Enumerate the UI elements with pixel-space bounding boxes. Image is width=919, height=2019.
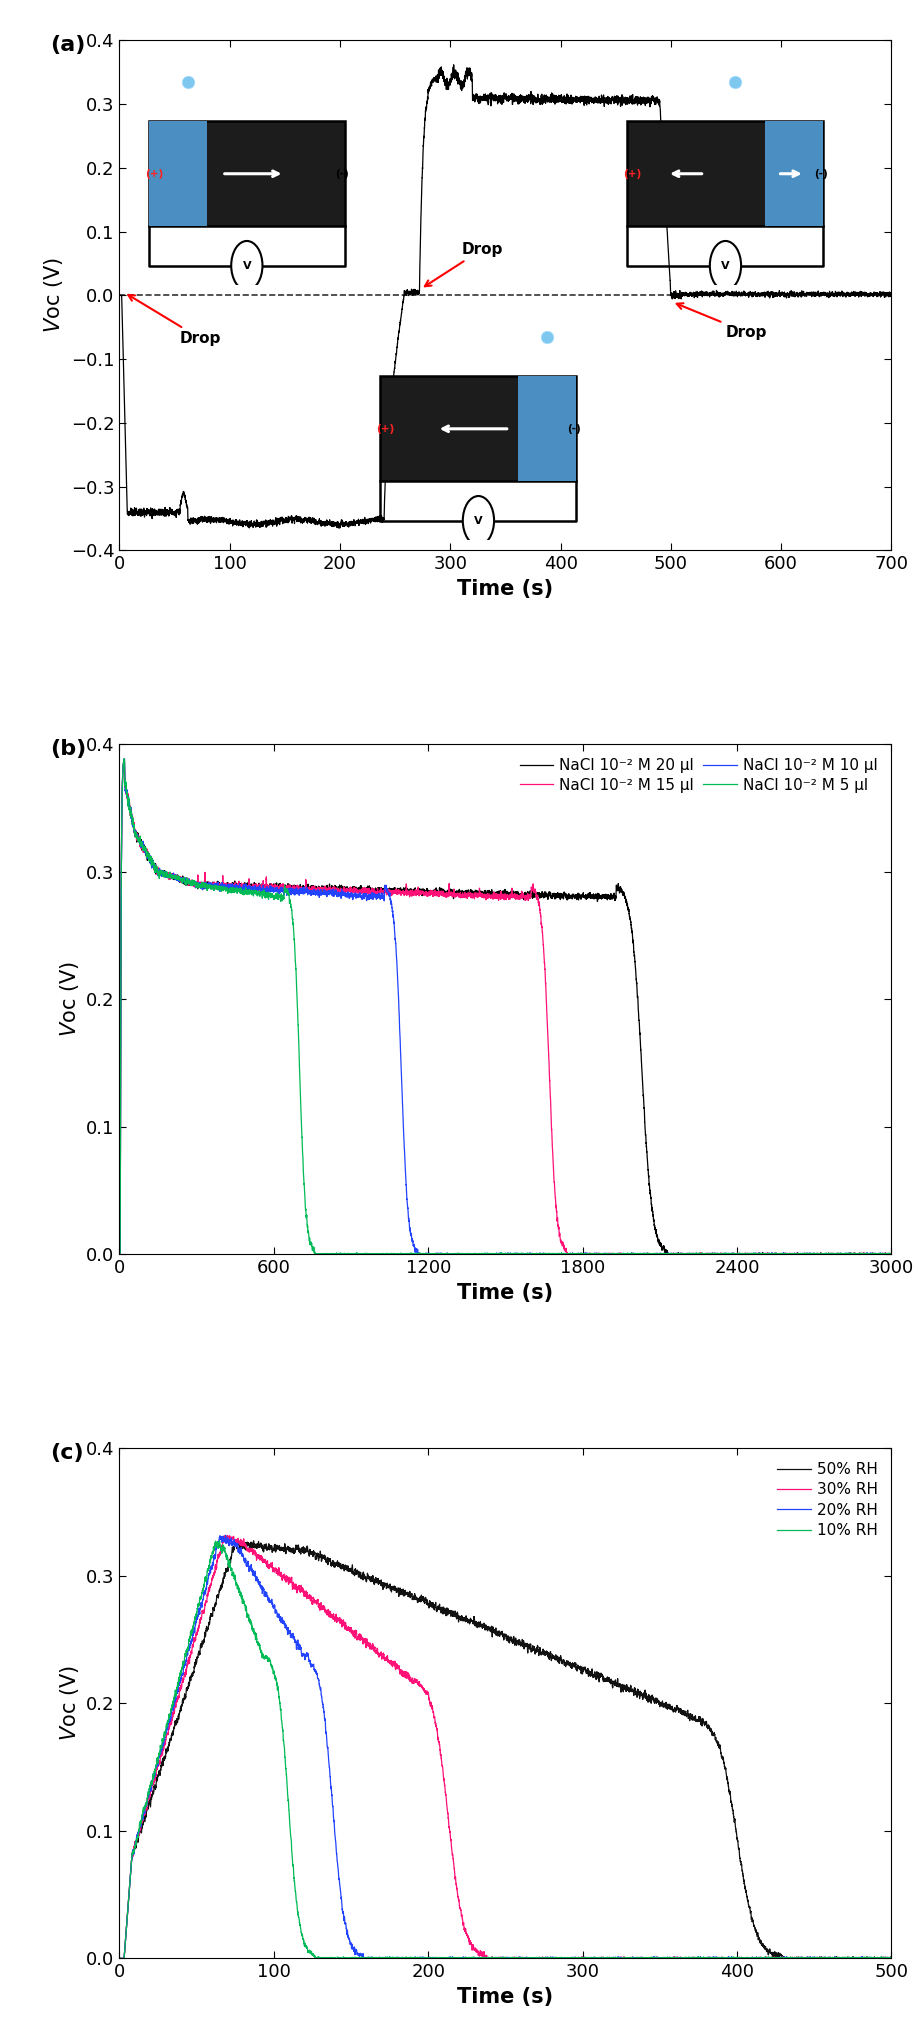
50% RH — [230, 1528, 241, 1553]
10% RH — [160, 1718, 171, 1742]
50% RH — [266, 1534, 277, 1559]
NaCl 10⁻² M 5 μl — [886, 1242, 897, 1266]
20% RH — [221, 1522, 232, 1547]
NaCl 10⁻² M 20 μl — [114, 1242, 125, 1266]
30% RH — [114, 1946, 125, 1971]
NaCl 10⁻² M 15 μl — [886, 1242, 897, 1266]
NaCl 10⁻² M 15 μl — [876, 1242, 887, 1266]
NaCl 10⁻² M 10 μl — [607, 1242, 618, 1266]
NaCl 10⁻² M 15 μl — [114, 1242, 125, 1266]
Line: 30% RH: 30% RH — [119, 1534, 891, 1958]
X-axis label: Time (s): Time (s) — [458, 1282, 553, 1302]
30% RH — [266, 1553, 277, 1577]
NaCl 10⁻² M 20 μl — [785, 1242, 796, 1266]
NaCl 10⁻² M 20 μl — [886, 1242, 897, 1266]
NaCl 10⁻² M 15 μl — [806, 1242, 817, 1266]
Text: (b): (b) — [50, 739, 86, 759]
NaCl 10⁻² M 10 μl — [119, 747, 130, 771]
20% RH — [160, 1720, 171, 1744]
NaCl 10⁻² M 10 μl — [886, 1242, 897, 1266]
30% RH — [220, 1522, 231, 1547]
10% RH — [886, 1946, 897, 1971]
20% RH — [886, 1946, 897, 1971]
Text: Drop: Drop — [676, 303, 767, 339]
Line: 10% RH: 10% RH — [119, 1540, 891, 1958]
NaCl 10⁻² M 15 μl — [119, 747, 130, 771]
20% RH — [146, 1777, 157, 1801]
NaCl 10⁻² M 10 μl — [114, 1242, 125, 1266]
10% RH — [114, 1946, 125, 1971]
Legend: 50% RH, 30% RH, 20% RH, 10% RH: 50% RH, 30% RH, 20% RH, 10% RH — [771, 1456, 884, 1545]
50% RH — [146, 1787, 157, 1811]
30% RH — [160, 1730, 171, 1755]
Text: Drop: Drop — [425, 242, 503, 287]
Line: NaCl 10⁻² M 20 μl: NaCl 10⁻² M 20 μl — [119, 759, 891, 1254]
20% RH — [118, 1946, 129, 1971]
NaCl 10⁻² M 20 μl — [607, 884, 618, 909]
NaCl 10⁻² M 5 μl — [806, 1242, 817, 1266]
NaCl 10⁻² M 5 μl — [785, 1242, 796, 1266]
Legend: NaCl 10⁻² M 20 μl, NaCl 10⁻² M 15 μl, NaCl 10⁻² M 10 μl, NaCl 10⁻² M 5 μl: NaCl 10⁻² M 20 μl, NaCl 10⁻² M 15 μl, Na… — [514, 751, 884, 800]
10% RH — [492, 1946, 503, 1971]
Text: (a): (a) — [50, 34, 85, 55]
NaCl 10⁻² M 10 μl — [461, 1242, 472, 1266]
10% RH — [214, 1528, 225, 1553]
NaCl 10⁻² M 15 μl — [785, 1242, 796, 1266]
NaCl 10⁻² M 20 μl — [806, 1242, 817, 1266]
10% RH — [118, 1946, 129, 1971]
Line: NaCl 10⁻² M 10 μl: NaCl 10⁻² M 10 μl — [119, 759, 891, 1254]
NaCl 10⁻² M 5 μl — [607, 1242, 618, 1266]
NaCl 10⁻² M 5 μl — [876, 1242, 887, 1266]
10% RH — [266, 1654, 277, 1678]
50% RH — [160, 1744, 171, 1769]
NaCl 10⁻² M 15 μl — [884, 1242, 895, 1266]
30% RH — [845, 1946, 857, 1971]
20% RH — [845, 1946, 857, 1971]
NaCl 10⁻² M 20 μl — [461, 880, 472, 905]
20% RH — [114, 1946, 125, 1971]
NaCl 10⁻² M 5 μl — [884, 1242, 895, 1266]
30% RH — [146, 1779, 157, 1803]
50% RH — [118, 1946, 129, 1971]
X-axis label: Time (s): Time (s) — [458, 1987, 553, 2007]
Line: 50% RH: 50% RH — [119, 1540, 891, 1958]
NaCl 10⁻² M 10 μl — [806, 1242, 817, 1266]
NaCl 10⁻² M 20 μl — [884, 1242, 895, 1266]
NaCl 10⁻² M 15 μl — [607, 1242, 618, 1266]
30% RH — [886, 1946, 897, 1971]
NaCl 10⁻² M 20 μl — [119, 747, 130, 771]
50% RH — [492, 1621, 503, 1645]
50% RH — [886, 1946, 897, 1971]
X-axis label: Time (s): Time (s) — [458, 579, 553, 600]
NaCl 10⁻² M 20 μl — [876, 1242, 887, 1266]
NaCl 10⁻² M 10 μl — [785, 1242, 796, 1266]
NaCl 10⁻² M 5 μl — [461, 1242, 472, 1266]
10% RH — [845, 1946, 857, 1971]
Y-axis label: $\it{V}$oc (V): $\it{V}$oc (V) — [42, 258, 65, 333]
NaCl 10⁻² M 5 μl — [114, 1242, 125, 1266]
30% RH — [118, 1946, 129, 1971]
10% RH — [146, 1771, 157, 1795]
Y-axis label: $\it{V}$oc (V): $\it{V}$oc (V) — [58, 1666, 81, 1740]
NaCl 10⁻² M 5 μl — [119, 747, 130, 771]
Y-axis label: $\it{V}$oc (V): $\it{V}$oc (V) — [58, 961, 81, 1038]
NaCl 10⁻² M 10 μl — [876, 1242, 887, 1266]
Text: Drop: Drop — [129, 295, 221, 347]
NaCl 10⁻² M 10 μl — [884, 1242, 895, 1266]
50% RH — [845, 1946, 857, 1971]
20% RH — [266, 1589, 277, 1613]
30% RH — [492, 1946, 503, 1971]
Line: 20% RH: 20% RH — [119, 1534, 891, 1958]
Line: NaCl 10⁻² M 15 μl: NaCl 10⁻² M 15 μl — [119, 759, 891, 1254]
20% RH — [492, 1946, 503, 1971]
NaCl 10⁻² M 15 μl — [461, 882, 472, 907]
Text: (c): (c) — [50, 1444, 84, 1464]
Line: NaCl 10⁻² M 5 μl: NaCl 10⁻² M 5 μl — [119, 759, 891, 1254]
50% RH — [114, 1946, 125, 1971]
